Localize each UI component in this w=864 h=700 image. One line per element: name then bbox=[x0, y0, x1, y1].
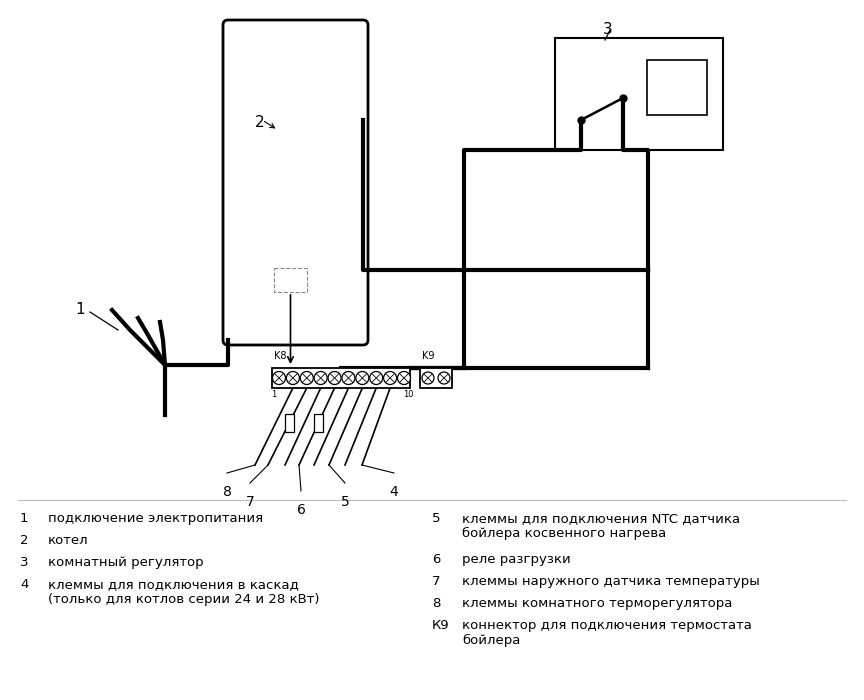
Circle shape bbox=[356, 372, 369, 384]
Text: 2: 2 bbox=[20, 534, 29, 547]
Text: K9: K9 bbox=[422, 351, 435, 361]
Text: 7: 7 bbox=[432, 575, 441, 588]
Text: 10: 10 bbox=[403, 390, 413, 399]
Bar bbox=[285, 414, 294, 432]
Text: 1: 1 bbox=[271, 390, 276, 399]
Circle shape bbox=[397, 372, 410, 384]
Bar bbox=[272, 368, 410, 388]
Text: 8: 8 bbox=[223, 485, 232, 499]
Circle shape bbox=[370, 372, 383, 384]
Bar bbox=[274, 268, 307, 292]
Text: 3: 3 bbox=[20, 556, 29, 569]
Circle shape bbox=[438, 372, 450, 384]
Text: 6: 6 bbox=[432, 553, 441, 566]
Text: 1: 1 bbox=[20, 512, 29, 525]
Text: 5: 5 bbox=[340, 495, 349, 509]
Text: реле разгрузки: реле разгрузки bbox=[462, 553, 571, 566]
Text: 4: 4 bbox=[390, 485, 398, 499]
Text: коннектор для подключения термостата
бойлера: коннектор для подключения термостата бой… bbox=[462, 619, 752, 647]
Text: K8: K8 bbox=[274, 351, 287, 361]
Text: клеммы комнатного терморегулятора: клеммы комнатного терморегулятора bbox=[462, 597, 733, 610]
Bar bbox=[555, 38, 723, 150]
Text: комнатный регулятор: комнатный регулятор bbox=[48, 556, 204, 569]
Bar bbox=[420, 368, 452, 388]
Circle shape bbox=[286, 372, 300, 384]
FancyBboxPatch shape bbox=[223, 20, 368, 345]
Circle shape bbox=[272, 372, 285, 384]
Text: 3: 3 bbox=[603, 22, 613, 37]
Text: 5: 5 bbox=[432, 512, 441, 525]
Circle shape bbox=[314, 372, 327, 384]
Text: 6: 6 bbox=[296, 503, 306, 517]
Text: подключение электропитания: подключение электропитания bbox=[48, 512, 264, 525]
Circle shape bbox=[384, 372, 397, 384]
Circle shape bbox=[422, 372, 434, 384]
Bar bbox=[314, 414, 323, 432]
Text: клеммы наружного датчика температуры: клеммы наружного датчика температуры bbox=[462, 575, 759, 588]
Circle shape bbox=[342, 372, 355, 384]
Text: 4: 4 bbox=[20, 578, 29, 591]
Text: 2: 2 bbox=[255, 115, 264, 130]
Bar bbox=[647, 60, 707, 115]
Text: К9: К9 bbox=[432, 619, 449, 632]
Text: клеммы для подключения в каскад
(только для котлов серии 24 и 28 кВт): клеммы для подключения в каскад (только … bbox=[48, 578, 320, 606]
Text: 7: 7 bbox=[245, 495, 254, 509]
Text: 8: 8 bbox=[432, 597, 441, 610]
Circle shape bbox=[301, 372, 314, 384]
Text: котел: котел bbox=[48, 534, 89, 547]
Text: 1: 1 bbox=[75, 302, 85, 318]
Text: клеммы для подключения NTC датчика
бойлера косвенного нагрева: клеммы для подключения NTC датчика бойле… bbox=[462, 512, 740, 540]
Circle shape bbox=[328, 372, 341, 384]
